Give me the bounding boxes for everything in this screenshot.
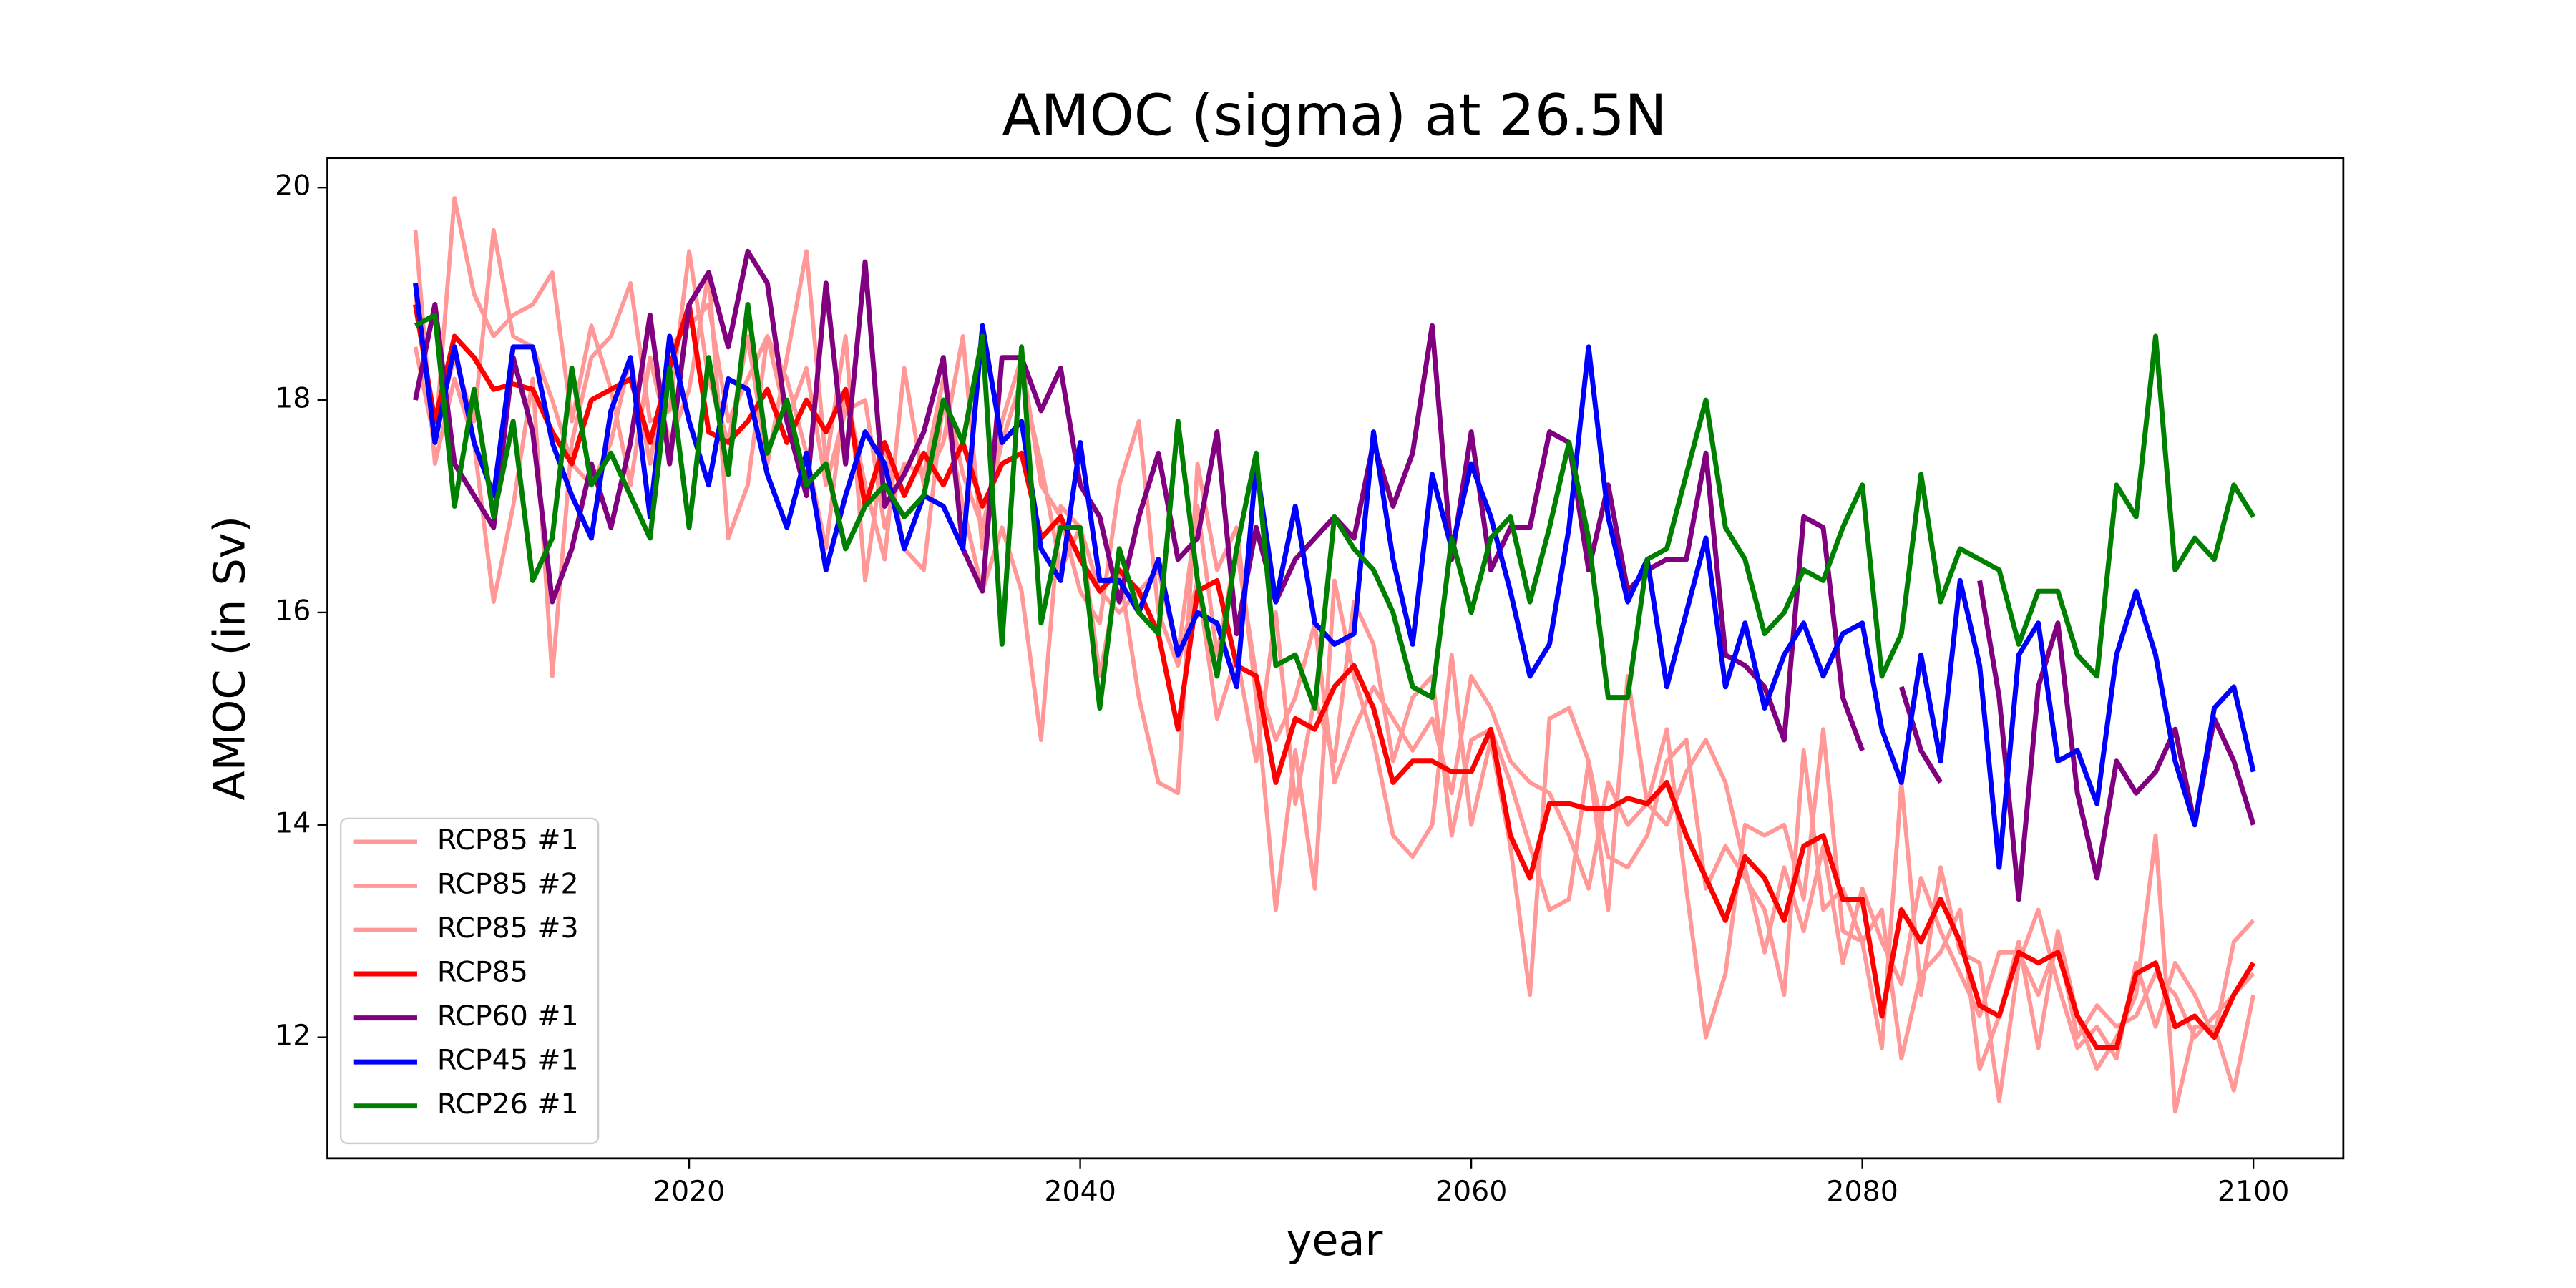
series-line	[413, 228, 2255, 1040]
x-tick-label: 2040	[1044, 1175, 1116, 1208]
legend-label: RCP85 #3	[437, 912, 579, 945]
chart-title: AMOC (sigma) at 26.5N	[1002, 83, 1667, 149]
y-tick-label: 16	[275, 594, 311, 627]
legend-label: RCP85	[437, 956, 528, 989]
y-tick-label: 20	[275, 170, 311, 203]
legend-label: RCP85 #1	[437, 824, 579, 857]
x-tick-label: 2060	[1435, 1175, 1507, 1208]
legend-label: RCP85 #2	[437, 867, 579, 900]
x-axis-label: year	[1287, 1216, 1383, 1266]
x-tick-label: 2020	[653, 1175, 725, 1208]
y-tick-label: 14	[275, 806, 311, 839]
y-tick-label: 18	[275, 382, 311, 415]
y-tick-label: 12	[275, 1019, 311, 1052]
legend-label: RCP45 #1	[437, 1044, 579, 1077]
y-axis-label: AMOC (in Sv)	[205, 516, 255, 801]
series-line	[413, 283, 2256, 870]
x-tick-label: 2080	[1826, 1175, 1898, 1208]
legend-label: RCP60 #1	[437, 1000, 579, 1033]
series-line	[414, 301, 2256, 711]
plot-frame	[326, 157, 2345, 1160]
legend-label: RCP26 #1	[437, 1088, 579, 1121]
x-tick-label: 2100	[2218, 1175, 2289, 1208]
